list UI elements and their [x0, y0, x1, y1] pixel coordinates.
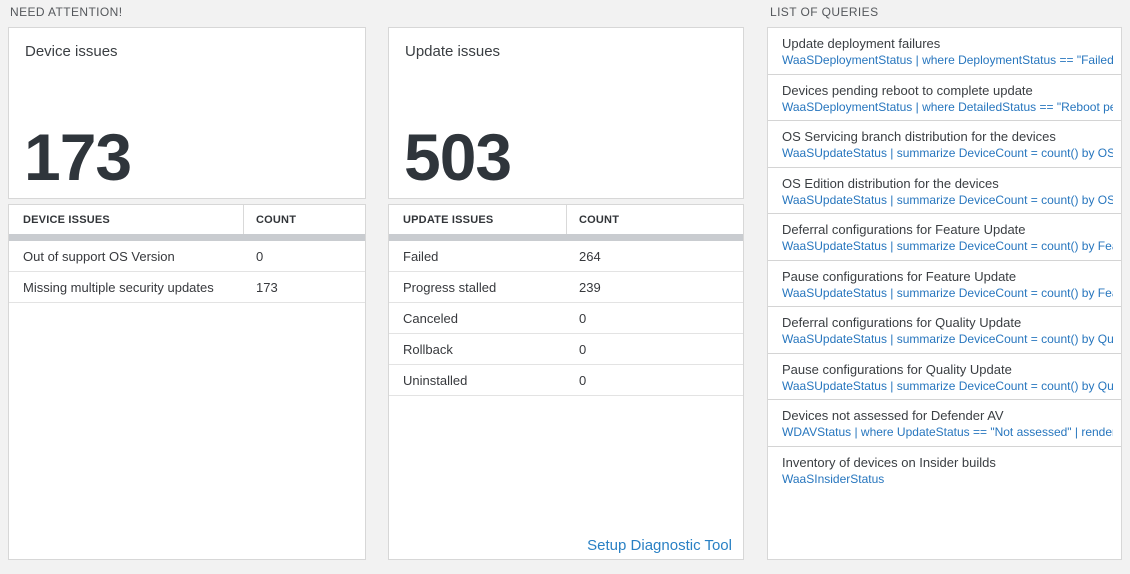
query-text-link[interactable]: WaaSUpdateStatus | summarize DeviceCount…	[782, 332, 1113, 346]
query-title: Deferral configurations for Quality Upda…	[782, 315, 1022, 330]
query-title: Deferral configurations for Feature Upda…	[782, 222, 1026, 237]
issue-label: Canceled	[403, 310, 458, 326]
query-list-item[interactable]: Update deployment failures WaaSDeploymen…	[768, 28, 1121, 75]
table-row[interactable]: Failed 264	[389, 241, 743, 272]
issue-label: Progress stalled	[403, 279, 497, 295]
issue-count: 0	[579, 341, 587, 357]
count-column-header: COUNT	[579, 213, 620, 226]
device-issues-table-header: DEVICE ISSUES COUNT	[9, 205, 365, 234]
query-text-link[interactable]: WDAVStatus | where UpdateStatus == "Not …	[782, 425, 1113, 439]
query-list-item[interactable]: Devices not assessed for Defender AV WDA…	[768, 400, 1121, 447]
need-attention-header: NEED ATTENTION!	[10, 5, 123, 19]
device-issues-table: DEVICE ISSUES COUNT Out of support OS Ve…	[8, 204, 366, 560]
query-list-item[interactable]: Deferral configurations for Feature Upda…	[768, 214, 1121, 261]
query-title: OS Edition distribution for the devices	[782, 175, 999, 191]
issue-label: Missing multiple security updates	[23, 279, 214, 295]
device-issues-tile[interactable]: Device issues 173	[8, 27, 366, 199]
table-header-divider-bar	[9, 234, 365, 241]
issue-count: 0	[256, 248, 264, 264]
update-issues-tile[interactable]: Update issues 503	[388, 27, 744, 199]
issue-count: 173	[256, 279, 278, 295]
query-title: OS Servicing branch distribution for the…	[782, 129, 1056, 144]
issue-count: 0	[579, 310, 587, 326]
device-issues-rows: Out of support OS Version 0 Missing mult…	[9, 241, 365, 303]
table-row[interactable]: Canceled 0	[389, 303, 743, 334]
issue-count: 264	[579, 248, 601, 264]
table-row[interactable]: Progress stalled 239	[389, 272, 743, 303]
query-text-link[interactable]: WaaSDeploymentStatus | where DetailedSta…	[782, 99, 1113, 114]
query-text-link[interactable]: WaaSUpdateStatus | summarize DeviceCount…	[782, 239, 1113, 253]
query-title: Inventory of devices on Insider builds	[782, 454, 996, 470]
table-row[interactable]: Rollback 0	[389, 334, 743, 365]
query-text-link[interactable]: WaaSUpdateStatus | summarize DeviceCount…	[782, 192, 1113, 207]
issue-label: Failed	[403, 248, 439, 264]
query-items: Update deployment failures WaaSDeploymen…	[768, 28, 1121, 493]
issue-label: Rollback	[403, 341, 453, 357]
query-list-item[interactable]: OS Servicing branch distribution for the…	[768, 121, 1121, 168]
query-text-link[interactable]: WaaSInsiderStatus	[782, 471, 885, 486]
count-column-header: COUNT	[256, 213, 297, 226]
device-issues-title: Device issues	[25, 43, 118, 60]
table-row[interactable]: Out of support OS Version 0	[9, 241, 365, 272]
query-list-item[interactable]: Inventory of devices on Insider builds W…	[768, 446, 1121, 493]
update-issues-table: UPDATE ISSUES COUNT Failed 264 Progress …	[388, 204, 744, 560]
query-title: Pause configurations for Feature Update	[782, 268, 1017, 284]
update-issues-table-header: UPDATE ISSUES COUNT	[389, 205, 743, 234]
query-list-item[interactable]: Pause configurations for Quality Update …	[768, 353, 1121, 400]
table-row[interactable]: Missing multiple security updates 173	[9, 272, 365, 303]
query-title: Devices pending reboot to complete updat…	[782, 82, 1033, 98]
device-issues-count: 173	[24, 120, 132, 194]
issue-count: 0	[579, 372, 587, 388]
query-title: Pause configurations for Quality Update	[782, 361, 1012, 377]
query-title: Devices not assessed for Defender AV	[782, 408, 1004, 423]
update-issues-column-header: UPDATE ISSUES	[389, 205, 567, 234]
update-issues-count: 503	[404, 120, 512, 194]
table-header-divider-bar	[389, 234, 743, 241]
query-list-item[interactable]: Deferral configurations for Quality Upda…	[768, 307, 1121, 354]
query-text-link[interactable]: WaaSUpdateStatus | summarize DeviceCount…	[782, 285, 1113, 300]
issue-label: Out of support OS Version	[23, 248, 175, 264]
query-list-item[interactable]: Pause configurations for Feature Update …	[768, 260, 1121, 307]
query-list-item[interactable]: Devices pending reboot to complete updat…	[768, 74, 1121, 121]
issue-count: 239	[579, 279, 601, 295]
query-text-link[interactable]: WaaSDeploymentStatus | where DeploymentS…	[782, 53, 1113, 67]
query-list-item[interactable]: OS Edition distribution for the devices …	[768, 167, 1121, 214]
device-issues-column-header: DEVICE ISSUES	[9, 205, 244, 234]
query-text-link[interactable]: WaaSUpdateStatus | summarize DeviceCount…	[782, 146, 1113, 160]
query-text-link[interactable]: WaaSUpdateStatus | summarize DeviceCount…	[782, 378, 1113, 393]
issue-label: Uninstalled	[403, 372, 468, 388]
table-row[interactable]: Uninstalled 0	[389, 365, 743, 396]
list-of-queries-header: LIST OF QUERIES	[770, 5, 879, 19]
update-issues-rows: Failed 264 Progress stalled 239 Canceled…	[389, 241, 743, 396]
query-title: Update deployment failures	[782, 36, 941, 51]
query-list: Update deployment failures WaaSDeploymen…	[767, 27, 1122, 560]
update-issues-title: Update issues	[405, 43, 501, 60]
setup-diagnostic-tool-link[interactable]: Setup Diagnostic Tool	[587, 537, 732, 554]
